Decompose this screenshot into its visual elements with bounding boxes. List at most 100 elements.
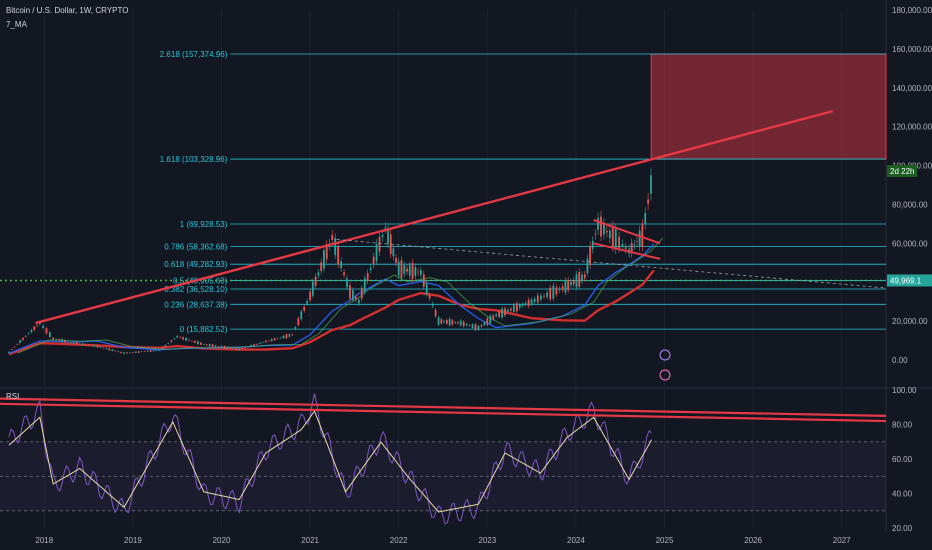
candle-body [644,212,647,225]
candle-body [69,342,72,343]
candle-body [143,351,146,352]
candle-body [78,343,81,345]
target-zone[interactable] [650,53,887,160]
candle-body [149,350,152,352]
candle-body [226,346,229,349]
x-tick-label: 2024 [567,536,585,545]
candle-body [543,295,545,297]
candle-body [530,299,533,304]
candle-body [406,268,408,272]
candle-body [414,267,417,276]
candle-body [24,336,27,337]
candle-body [431,303,434,306]
candle-body [61,339,63,342]
candle-body [567,279,570,291]
candle-body [93,345,96,347]
candle-body [270,338,273,342]
rsi-trendline[interactable] [0,397,887,417]
lightning-icon[interactable] [659,369,671,381]
plus-icon[interactable] [659,349,671,361]
candle-body [208,344,211,347]
candle-body [392,248,395,257]
candle-body [561,286,564,290]
candle-body [521,304,524,306]
candle-body [422,274,425,287]
candle-body [247,346,249,348]
fib-level-label: 0.618 (49,282.93) [164,260,227,269]
candle-body [132,352,134,353]
ma-mid-line[interactable] [8,243,655,354]
candle-body [16,344,19,345]
candle-body [346,278,348,288]
candle-body [273,338,276,341]
candle-body [146,350,149,352]
candle-body [87,344,90,346]
fib-level-label: 0.786 (58,362.68) [164,243,227,252]
countdown-badge [887,165,917,177]
candle-body [185,338,187,341]
candle-body [465,324,468,326]
candle-body [624,247,627,250]
candle-body [378,236,381,252]
candle-body [606,231,608,233]
candle-body [229,347,232,349]
candle-body [194,341,196,343]
candle-body [111,349,114,351]
candle-body [572,280,575,285]
candle-body [459,320,462,326]
ma-fast-line[interactable] [17,237,664,354]
x-tick-label: 2026 [744,536,762,545]
candle-body [19,340,22,343]
rsi-signal-line[interactable] [8,409,653,513]
candle-body [408,265,411,276]
candle-body [621,244,624,247]
price-tick-label: 140,000.00 [892,84,932,93]
candle-body [589,245,591,266]
candle-body [448,318,451,326]
candle-body [309,291,311,301]
candle-body [7,351,10,353]
candle-body [196,341,199,345]
candle-body [220,346,223,348]
candle-body [437,317,440,325]
candle-body [403,265,406,274]
candle-body [320,262,323,272]
candle-body [13,346,16,348]
candle-body [241,347,244,349]
candle-body [366,273,369,281]
candle-body [581,274,583,282]
candle-body [518,304,521,308]
candle-body [527,299,530,306]
countdown-badge-value: 2d 22h [890,167,914,176]
candle-body [140,351,143,353]
candle-body [235,348,238,350]
candle-body [96,345,99,348]
ascending-trendline[interactable] [35,109,834,325]
candle-body [501,308,503,318]
candle-body [331,234,334,241]
flag-upper-line[interactable] [593,219,661,245]
candle-body [512,305,515,312]
x-tick-label: 2021 [301,536,319,545]
rsi-trendline[interactable] [0,402,887,423]
chart-header: Bitcoin / U.S. Dollar, 1W, CRYPTO 7_MA [6,4,128,32]
candle-body [176,335,179,338]
candle-body [443,321,446,323]
candle-body [575,274,578,288]
candle-body [297,318,300,326]
descending-dashed-line[interactable] [336,239,887,289]
flag-lower-line[interactable] [593,242,661,260]
rsi-line[interactable] [8,393,652,525]
candle-body [182,337,185,340]
candle-body [72,342,75,344]
candle-body [105,348,108,350]
price-badge [887,274,932,287]
candle-body [507,309,509,312]
rsi-band-fill [0,441,886,511]
candle-body [75,342,78,345]
candle-body [451,320,454,325]
candle-body [630,242,633,254]
candle-body [586,258,589,274]
price-tick-label: 80,000.00 [892,200,928,209]
